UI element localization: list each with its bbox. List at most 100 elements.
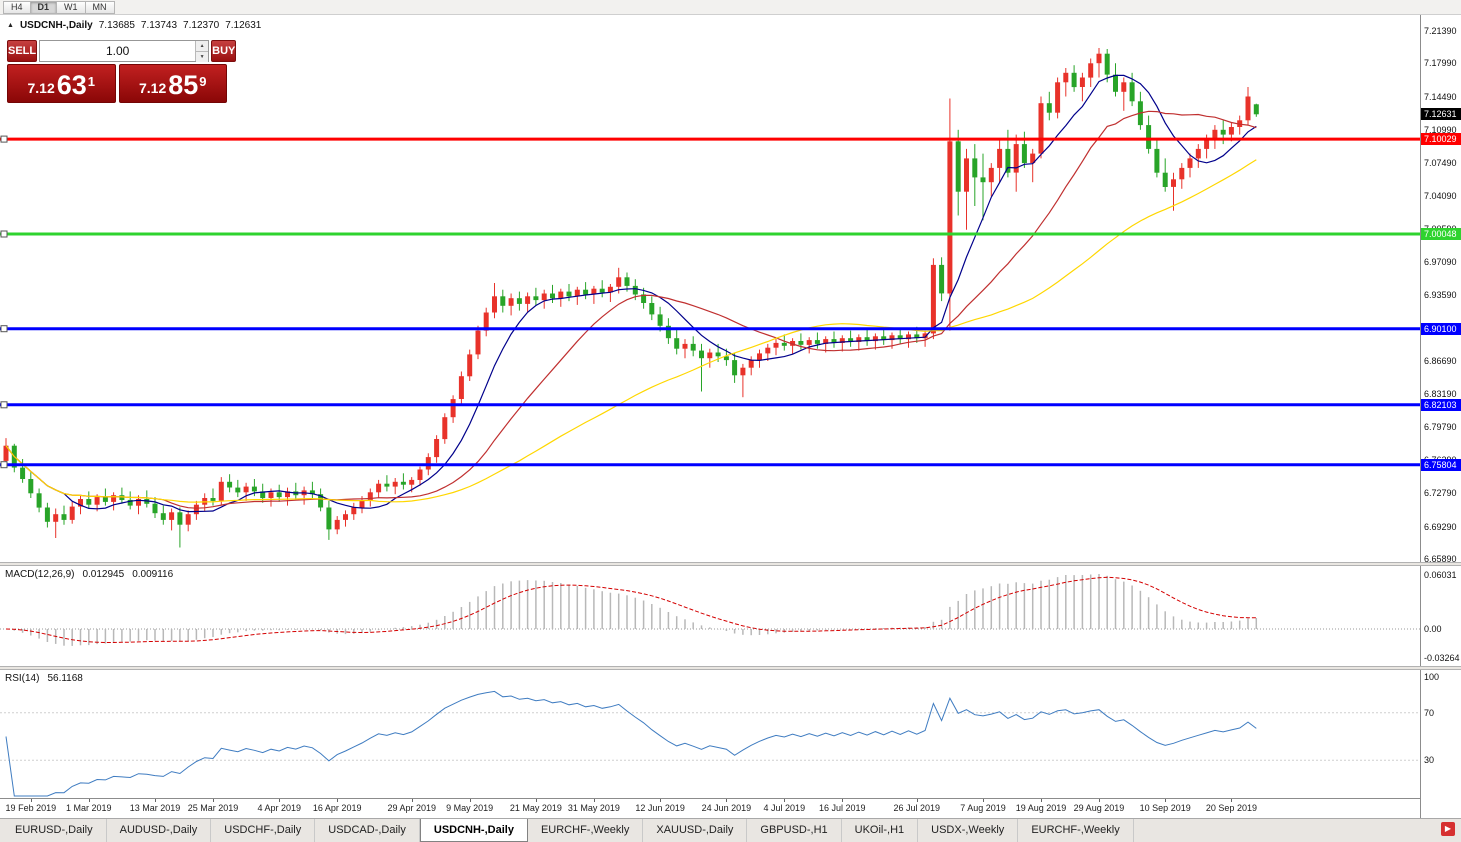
hline-price-badge: 7.00048: [1421, 228, 1461, 241]
timeframe-button-mn[interactable]: MN: [84, 0, 115, 14]
date-axis-label: 13 Mar 2019: [129, 803, 181, 813]
date-axis-label: 1 Mar 2019: [66, 803, 112, 813]
timeframe-toolbar: H4 D1 W1 MN: [0, 0, 1461, 15]
date-axis-label: 19 Feb 2019: [5, 803, 57, 813]
chart-tab[interactable]: UKOil-,H1: [842, 819, 919, 842]
tab-scroll-right-icon[interactable]: ▶: [1441, 822, 1455, 836]
time-axis-tick: [842, 799, 844, 802]
time-axis-tick: [784, 799, 786, 802]
price-axis-label: 7.10990: [1424, 124, 1457, 135]
price-axis-label: 7.04090: [1424, 190, 1457, 201]
date-axis-label: 7 Aug 2019: [960, 803, 1006, 813]
chart-tab[interactable]: GBPUSD-,H1: [747, 819, 842, 842]
chart-tab[interactable]: EURCHF-,Weekly: [528, 819, 644, 842]
line-handle[interactable]: [0, 401, 8, 409]
buy-button[interactable]: BUY: [211, 40, 237, 62]
time-axis[interactable]: 19 Feb 2019 1 Mar 2019 13 Mar 2019 25 Mar 2…: [0, 798, 1420, 818]
time-axis-tick: [593, 799, 595, 802]
rsi-axis-label: 100: [1424, 672, 1440, 682]
price-axis-label: 6.72790: [1424, 488, 1457, 499]
rsi-value: 56.1168: [47, 673, 83, 684]
time-axis-tick: [213, 799, 214, 802]
macd-header: MACD(12,26,9) 0.012945 0.009116: [5, 569, 173, 580]
time-axis-tick: [469, 799, 471, 802]
line-handle[interactable]: [0, 325, 8, 333]
sell-button[interactable]: SELL: [7, 40, 38, 62]
panel-splitter[interactable]: [0, 562, 1461, 566]
one-click-collapse-icon[interactable]: ▲: [7, 22, 14, 29]
ohlc-open: 7.13685: [98, 20, 135, 31]
chart-tab[interactable]: USDCAD-,Daily: [315, 819, 420, 842]
chart-tab[interactable]: EURCHF-,Weekly: [1018, 819, 1134, 842]
chart-ohlc-header: ▲ USDCNH-,Daily 7.13685 7.13743 7.12370 …: [7, 20, 261, 31]
buy-price-pipette: 9: [199, 74, 207, 89]
chart-tab[interactable]: USDCNH-,Daily: [419, 819, 528, 842]
buy-price-display[interactable]: 7.12 85 9: [118, 64, 227, 103]
date-axis-label: 29 Aug 2019: [1073, 803, 1125, 813]
time-axis-tick: [155, 799, 157, 802]
buy-price-pips: 85: [168, 70, 199, 100]
price-axis-label: 7.07490: [1424, 158, 1457, 169]
chart-tab[interactable]: EURUSD-,Daily: [2, 819, 107, 842]
time-axis-tick: [535, 799, 537, 802]
sell-price-pipette: 1: [87, 74, 96, 89]
date-axis-label: 19 Aug 2019: [1015, 803, 1067, 813]
time-axis-tick: [1098, 799, 1100, 802]
price-axis-label: 6.83190: [1424, 389, 1457, 400]
price-chart-area[interactable]: [0, 15, 1420, 562]
buy-price-handle: 7.12: [138, 80, 167, 96]
date-axis-label: 21 May 2019: [509, 803, 562, 813]
rsi-axis-label: 30: [1424, 755, 1435, 766]
chart-tab[interactable]: USDX-,Weekly: [918, 819, 1019, 842]
chart-tab[interactable]: AUDUSD-,Daily: [107, 819, 212, 842]
hline-price-badge: 6.90100: [1421, 322, 1461, 335]
volume-down-button[interactable]: ▼: [196, 51, 209, 62]
rsi-axis-label: 70: [1424, 707, 1435, 718]
hline-price-badge: 6.82103: [1421, 398, 1461, 411]
price-axis[interactable]: 7.21390 7.17990 7.14490 7.10990 7.07490 7.040…: [1420, 15, 1461, 818]
time-axis-tick: [279, 799, 281, 802]
volume-field: ▲ ▼: [39, 40, 210, 62]
candlesticks: [3, 48, 1259, 548]
timeframe-button-d1[interactable]: D1: [29, 0, 57, 14]
volume-up-button[interactable]: ▲: [196, 41, 209, 51]
chart-tab-bar: EURUSD-,Daily AUDUSD-,Daily USDCHF-,Daily U…: [0, 818, 1461, 842]
date-axis-label: 12 Jun 2019: [635, 803, 685, 813]
line-handle[interactable]: [0, 135, 8, 143]
time-axis-tick: [1231, 799, 1233, 802]
timeframe-button-w1[interactable]: W1: [56, 0, 85, 14]
moving-average-line-45: [5, 159, 1257, 503]
date-axis-label: 24 Jun 2019: [701, 803, 752, 813]
line-handle[interactable]: [0, 461, 8, 469]
macd-axis-label: 0.00: [1424, 624, 1442, 634]
current-price-badge: 7.12631: [1421, 108, 1461, 121]
volume-spinner: ▲ ▼: [195, 41, 209, 62]
date-axis-label: 29 Apr 2019: [387, 803, 436, 813]
time-axis-tick: [916, 799, 918, 802]
rsi-indicator-panel[interactable]: [0, 670, 1420, 798]
date-axis-label: 16 Apr 2019: [312, 803, 362, 813]
macd-indicator-panel[interactable]: [0, 566, 1420, 666]
line-handle[interactable]: [0, 230, 8, 238]
chart-tab[interactable]: XAUUSD-,Daily: [643, 819, 748, 842]
panel-splitter[interactable]: [0, 666, 1461, 670]
sell-price-handle: 7.12: [27, 80, 55, 96]
ohlc-high: 7.13743: [140, 20, 178, 31]
date-axis-label: 26 Jul 2019: [893, 803, 941, 813]
chart-tab[interactable]: USDCHF-,Daily: [211, 819, 316, 842]
volume-input[interactable]: [40, 41, 196, 61]
time-axis-tick: [30, 799, 32, 802]
ohlc-close: 7.12631: [225, 20, 262, 31]
timeframe-button-h4[interactable]: H4: [3, 0, 30, 14]
price-axis-label: 6.86690: [1424, 356, 1457, 367]
time-axis-tick: [411, 799, 413, 802]
date-axis-label: 31 May 2019: [567, 803, 620, 813]
sell-price-display[interactable]: 7.12 63 1: [7, 64, 116, 103]
price-axis-label: 6.79790: [1424, 421, 1457, 432]
time-axis-tick: [983, 799, 985, 802]
ohlc-low: 7.12370: [183, 20, 220, 31]
rsi-line: [5, 690, 1257, 797]
price-axis-label: 6.65890: [1424, 554, 1457, 564]
